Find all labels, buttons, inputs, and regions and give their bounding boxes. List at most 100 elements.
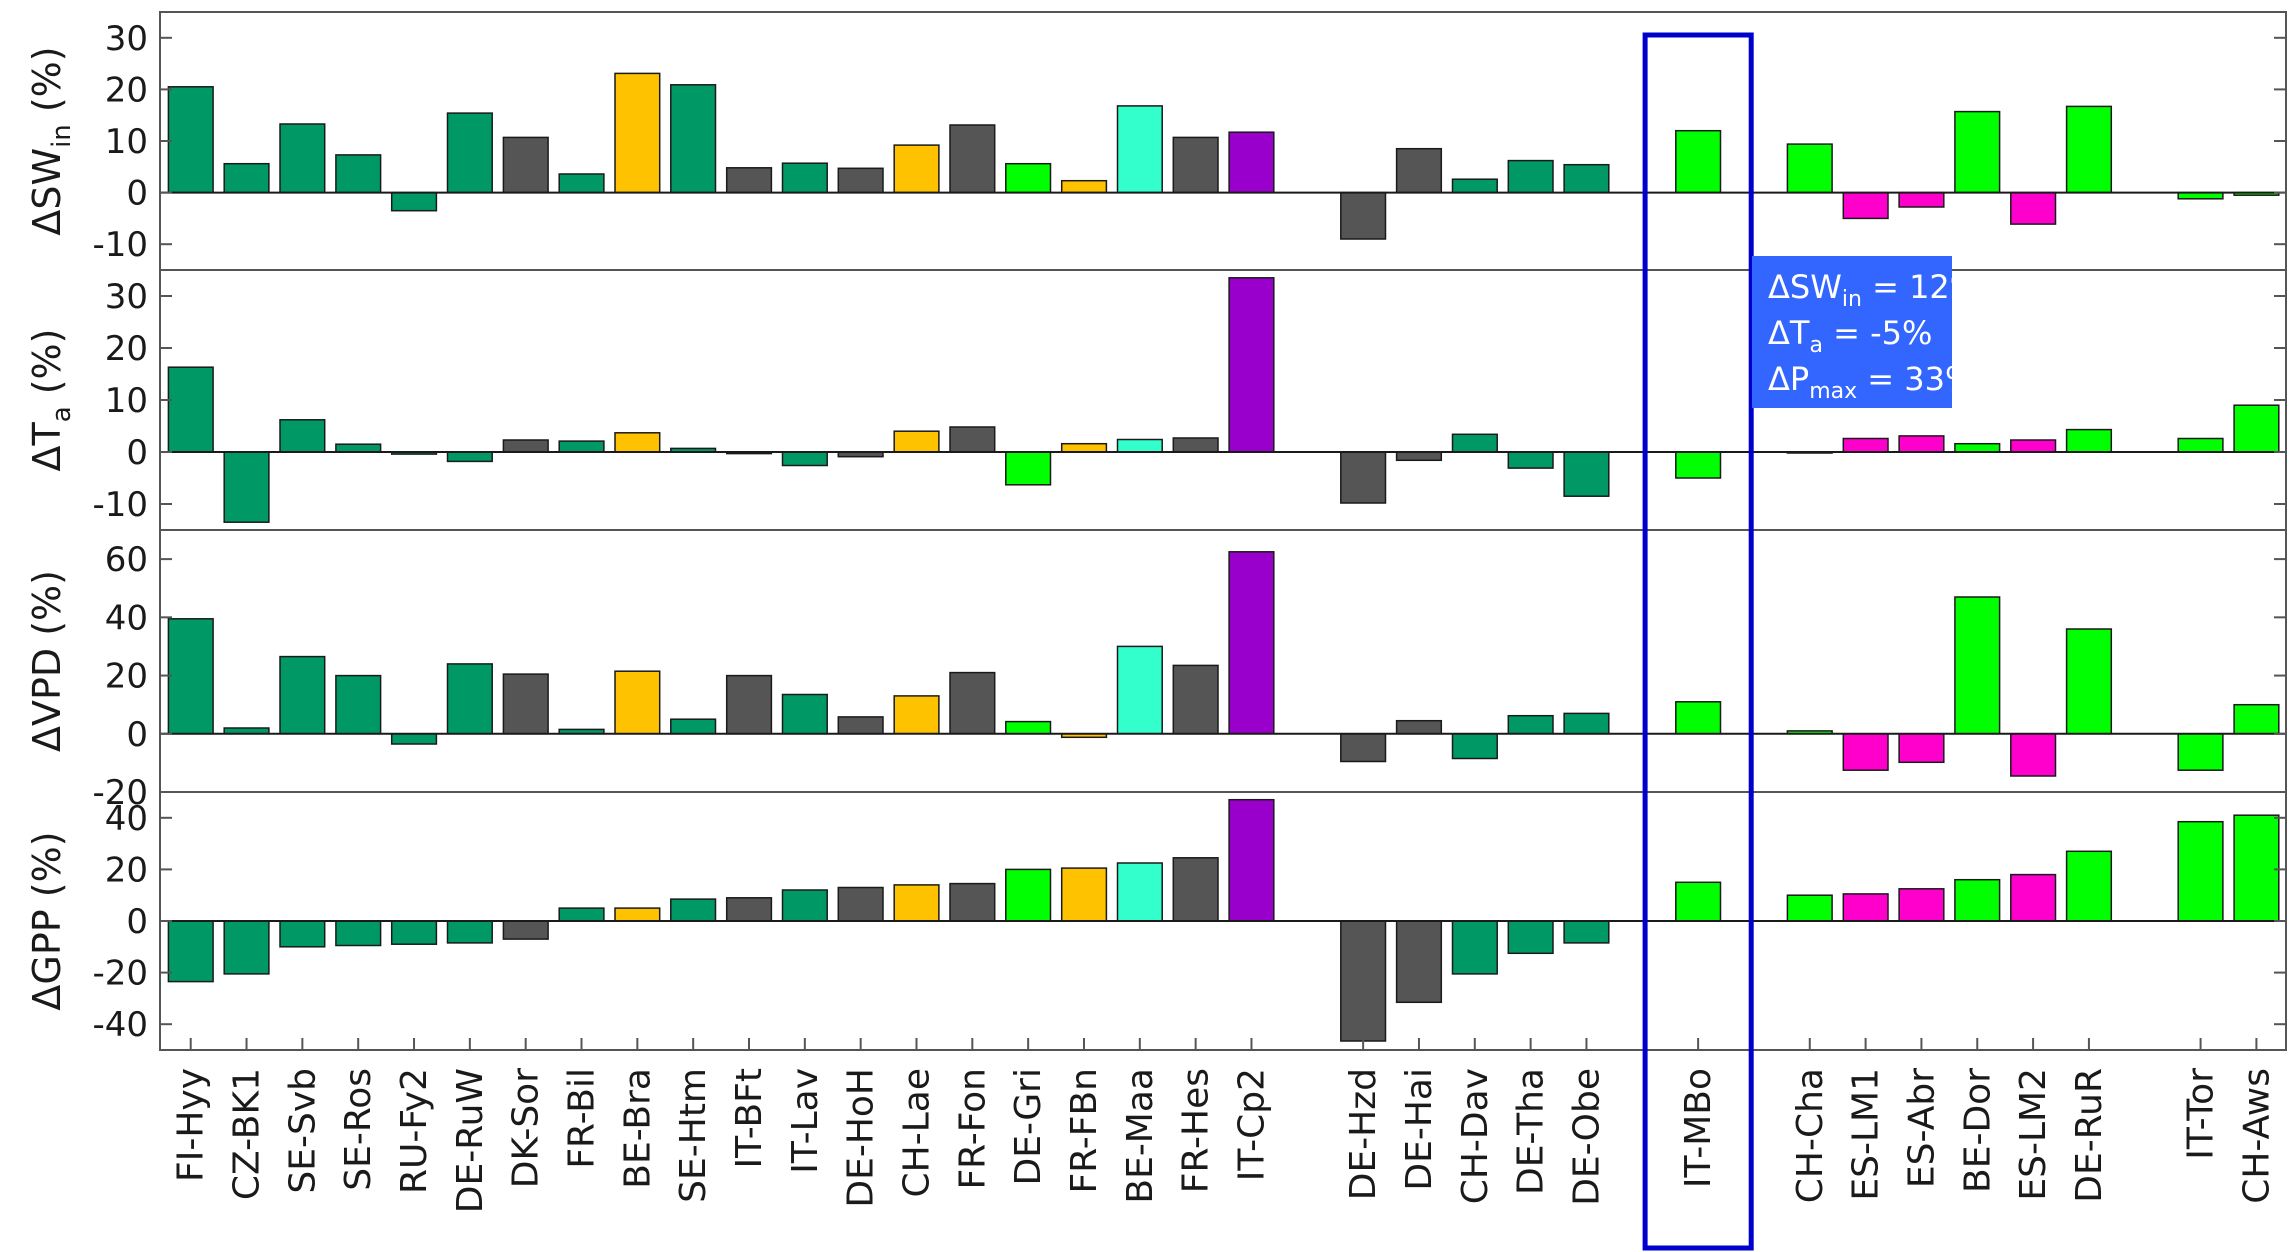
bar-it-tor-panel-2: [2177, 437, 2224, 453]
bar-de-ruw-panel-1: [446, 112, 493, 194]
bar-de-ruw-panel-4: [446, 920, 493, 944]
x-tick-label-de-hoh: DE-HoH: [841, 1068, 882, 1208]
y-tick-label: 30: [105, 19, 148, 59]
bar-fr-bil-panel-1: [558, 173, 605, 194]
bar-se-svb-panel-4: [279, 920, 326, 948]
bar-de-obe-panel-2: [1563, 451, 1610, 497]
bar-ch-aws-panel-3: [2233, 703, 2280, 735]
bar-be-maa-panel-4: [1116, 862, 1163, 922]
bar-de-hoh-panel-4: [837, 886, 884, 922]
bar-es-lm1-panel-4: [1842, 893, 1889, 922]
bar-de-hai-panel-4: [1395, 920, 1443, 1004]
bar-be-bra-panel-2: [614, 432, 661, 453]
chart-panels: -10 0 10 20 30 ΔSWin (%) -10 0 10 20 30 ΔTa (%) -20 0…: [25, 11, 2287, 1051]
bar-it-cp2-panel-2: [1228, 277, 1275, 453]
x-tick-label-ch-aws: CH-Aws: [2236, 1068, 2277, 1204]
y-tick-label: 0: [126, 715, 148, 755]
bar-de-ruw-panel-3: [446, 663, 493, 735]
bar-fr-hes-panel-2: [1172, 437, 1219, 453]
bar-es-abr-panel-2: [1898, 435, 1945, 453]
bar-ru-fy2-panel-3: [390, 733, 438, 745]
bar-ch-lae-panel-2: [893, 430, 940, 453]
bar-it-cp2-panel-4: [1228, 798, 1275, 922]
bar-de-hzd-panel-1: [1340, 191, 1387, 240]
bar-be-dor-panel-3: [1954, 596, 2001, 735]
bar-se-htm-panel-1: [670, 84, 717, 194]
x-tick-label-fr-hes: FR-Hes: [1176, 1068, 1217, 1193]
y-tick-label: 30: [105, 277, 148, 317]
annotation-background: [1752, 256, 1952, 408]
bar-de-hai-panel-1: [1395, 147, 1443, 194]
bar-de-rur-panel-2: [2065, 428, 2113, 453]
bar-de-tha-panel-4: [1507, 920, 1554, 955]
bar-it-mbo-panel-2: [1675, 451, 1722, 479]
bar-fr-bil-panel-2: [558, 440, 605, 453]
bar-ch-lae-panel-4: [893, 884, 940, 922]
x-tick-label-ch-dav: CH-Dav: [1455, 1068, 1496, 1204]
y-tick-label: 0: [126, 174, 148, 214]
bar-fr-hes-panel-1: [1172, 136, 1219, 194]
x-tick-label-ch-cha: CH-Cha: [1790, 1068, 1831, 1203]
bar-ch-dav-panel-2: [1451, 433, 1498, 453]
x-tick-label-fr-bil: FR-Bil: [562, 1068, 603, 1169]
x-tick-label-de-obe: DE-Obe: [1567, 1068, 1608, 1206]
bar-fi-hyy-panel-1: [167, 86, 214, 194]
highlight-layer: [1642, 32, 1754, 1251]
bar-se-ros-panel-4: [335, 920, 382, 947]
bar-de-rur-panel-3: [2065, 628, 2113, 735]
bar-be-bra-panel-1: [614, 72, 661, 194]
x-tick-label-be-maa: BE-Maa: [1120, 1068, 1161, 1204]
y-axis-label: ΔGPP (%): [25, 831, 69, 1010]
annotation-line: ΔPmax = 33%: [1768, 360, 1975, 404]
bar-ch-aws-panel-4: [2233, 814, 2280, 922]
panel-1: -10 0 10 20 30 ΔSWin (%): [25, 11, 2287, 271]
bar-ch-lae-panel-1: [893, 144, 940, 194]
y-tick-label: 20: [105, 850, 148, 890]
bar-es-lm2-panel-4: [2010, 873, 2057, 922]
bar-ch-cha-panel-1: [1786, 143, 1833, 194]
x-tick-label-it-lav: IT-Lav: [785, 1068, 826, 1174]
bar-dk-sor-panel-1: [502, 136, 549, 194]
y-tick-label: -40: [92, 1005, 148, 1045]
x-tick-label-es-lm1: ES-LM1: [1846, 1068, 1887, 1201]
x-tick-label-it-mbo: IT-MBo: [1678, 1068, 1719, 1188]
bar-de-tha-panel-2: [1507, 451, 1554, 469]
y-tick-label: 40: [105, 598, 148, 638]
y-axis-label: ΔSWin (%): [25, 46, 77, 235]
axis-frame: [159, 269, 2287, 531]
bar-dk-sor-panel-4: [502, 920, 549, 940]
y-tick-label: -10: [92, 485, 148, 525]
x-tick-label-se-htm: SE-Htm: [673, 1068, 714, 1203]
bar-de-hoh-panel-3: [837, 716, 884, 735]
bar-es-lm2-panel-1: [2010, 191, 2057, 225]
bar-dk-sor-panel-2: [502, 439, 549, 453]
bar-se-htm-panel-4: [670, 898, 717, 922]
x-tick-label-de-gri: DE-Gri: [1008, 1068, 1049, 1185]
y-tick-label: -20: [92, 773, 148, 813]
bar-es-lm1-panel-3: [1842, 733, 1889, 771]
bar-fr-fon-panel-2: [949, 426, 996, 453]
annotation-line: ΔSWin = 12%: [1768, 268, 1980, 312]
bar-it-bft-panel-1: [725, 167, 773, 194]
x-tick-label-ru-fy2: RU-Fy2: [394, 1068, 435, 1194]
bar-it-lav-panel-3: [781, 693, 828, 735]
x-tick-label-es-lm2: ES-LM2: [2013, 1068, 2054, 1201]
bar-it-cp2-panel-3: [1228, 551, 1275, 735]
x-tick-label-fi-hyy: FI-Hyy: [171, 1068, 212, 1182]
bar-es-abr-panel-4: [1898, 888, 1945, 922]
y-tick-label: 10: [105, 381, 148, 421]
x-tick-label-de-ruw: DE-RuW: [450, 1068, 491, 1213]
bar-dk-sor-panel-3: [502, 673, 549, 735]
bar-ch-dav-panel-3: [1451, 733, 1498, 760]
x-tick-label-fr-fon: FR-Fon: [952, 1068, 993, 1190]
bar-fr-fbn-panel-4: [1060, 867, 1108, 922]
x-tick-label-ch-lae: CH-Lae: [897, 1068, 938, 1197]
bar-it-mbo-panel-4: [1675, 881, 1722, 922]
y-tick-label: 0: [126, 902, 148, 942]
bar-de-gri-panel-3: [1005, 720, 1052, 735]
bar-de-hai-panel-3: [1395, 719, 1443, 735]
bar-it-lav-panel-1: [781, 162, 828, 194]
y-tick-label: -10: [92, 225, 148, 265]
y-tick-label: 20: [105, 657, 148, 697]
bar-de-hzd-panel-2: [1340, 451, 1387, 504]
